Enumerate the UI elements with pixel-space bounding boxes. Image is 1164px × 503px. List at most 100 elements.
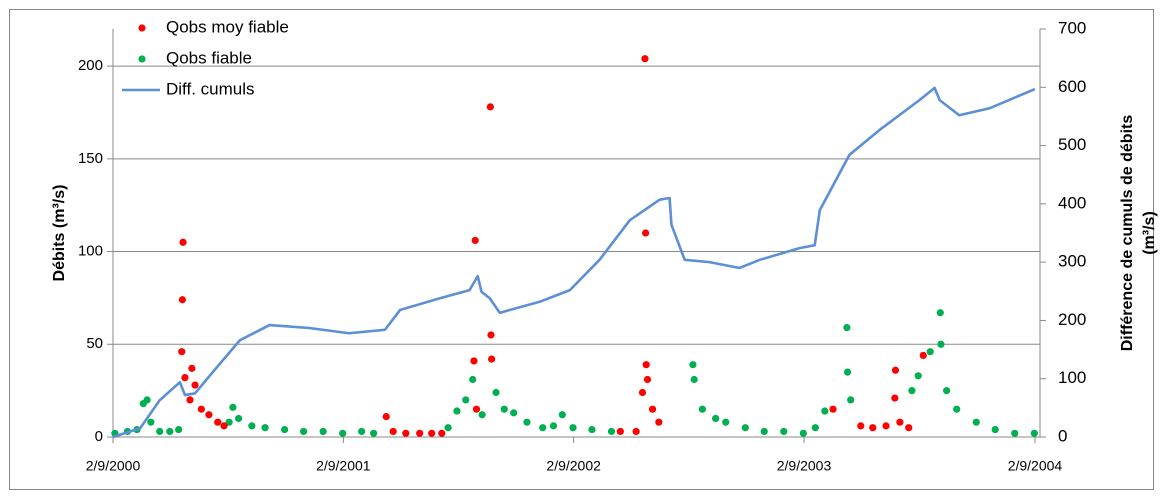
scatter-point <box>914 372 922 380</box>
scatter-point <box>444 424 452 432</box>
legend-marker <box>138 24 146 32</box>
y2-tick-label: 600 <box>1058 77 1086 96</box>
scatter-point <box>510 409 518 417</box>
scatter-point <box>655 418 663 426</box>
scatter-point <box>632 427 640 436</box>
legend-label: Qobs moy fiable <box>166 17 289 36</box>
scatter-point <box>472 405 481 413</box>
scatter-point <box>936 309 944 317</box>
x-tick-label: 2/9/2000 <box>86 458 141 474</box>
y2-tick-label: 500 <box>1058 135 1086 154</box>
scatter-point <box>261 424 269 432</box>
scatter-point <box>469 375 477 384</box>
scatter-point <box>690 375 698 384</box>
scatter-point <box>648 405 657 413</box>
scatter-point <box>166 427 174 436</box>
scatter-point <box>847 396 855 404</box>
y-tick-label: 200 <box>78 57 103 74</box>
scatter-point <box>712 414 720 423</box>
x-tick-label: 2/9/2002 <box>546 458 601 474</box>
y2-tick-label: 200 <box>1058 310 1086 329</box>
y2-axis-label: Différence de cumuls de débits <box>1119 115 1136 352</box>
scatter-point <box>382 413 390 421</box>
scatter-point <box>438 429 446 437</box>
scatter-point <box>147 418 155 426</box>
scatter-point <box>569 424 577 432</box>
scatter-point <box>220 422 228 430</box>
scatter-point <box>905 424 913 432</box>
scatter-point <box>1030 429 1038 437</box>
scatter-point <box>972 418 980 426</box>
y-tick-label: 150 <box>78 150 103 167</box>
scatter-point <box>248 422 256 430</box>
y-axis-label: Débits (m³/s) <box>51 185 68 282</box>
scatter-point <box>205 411 213 419</box>
scatter-point <box>919 351 927 359</box>
scatter-point <box>156 427 164 436</box>
scatter-point <box>175 425 183 434</box>
scatter-point <box>470 357 478 365</box>
scatter-point <box>178 296 187 304</box>
scatter-point <box>616 427 624 436</box>
scatter-point <box>225 418 233 426</box>
scatter-point <box>811 424 819 432</box>
x-tick-label: 2/9/2001 <box>316 458 371 474</box>
scatter-point <box>500 405 508 413</box>
scatter-point <box>299 427 308 436</box>
scatter-point <box>428 429 436 437</box>
scatter-point <box>843 368 852 376</box>
scatter-point <box>453 407 461 415</box>
scatter-point <box>943 387 951 395</box>
scatter-point <box>722 418 730 426</box>
scatter-point <box>780 427 788 436</box>
scatter-point <box>698 405 706 413</box>
scatter-point <box>1011 429 1019 437</box>
scatter-point <box>926 348 934 356</box>
x-tick-label: 2/9/2004 <box>1008 458 1063 474</box>
scatter-point <box>857 422 865 430</box>
scatter-point <box>478 411 486 419</box>
scatter-point <box>641 229 650 237</box>
scatter-point <box>143 396 151 404</box>
scatter-point <box>821 407 829 415</box>
y2-tick-label: 0 <box>1058 426 1067 445</box>
scatter-point <box>908 387 916 395</box>
scatter-point <box>760 427 768 436</box>
scatter-point <box>869 424 877 432</box>
scatter-point <box>607 427 616 436</box>
scatter-point <box>991 425 999 434</box>
scatter-point <box>389 427 397 436</box>
scatter-point <box>358 427 366 436</box>
scatter-point <box>891 394 899 402</box>
y2-axis-label: (m³/s) <box>1141 211 1158 255</box>
scatter-point <box>492 388 500 397</box>
scatter-point <box>549 422 558 430</box>
scatter-point <box>638 388 647 397</box>
scatter-point <box>882 422 890 430</box>
scatter-point <box>197 405 205 413</box>
scatter-point <box>588 425 596 434</box>
scatter-point <box>416 429 424 437</box>
legend-marker <box>138 55 146 63</box>
x-tick-label: 2/9/2003 <box>777 458 832 474</box>
y-tick-label: 50 <box>86 335 103 352</box>
scatter-point <box>891 366 900 374</box>
y-tick-label: 100 <box>78 243 103 260</box>
scatter-point <box>642 361 650 369</box>
scatter-point <box>281 425 289 434</box>
legend-label: Diff. cumuls <box>166 79 255 98</box>
legend-label: Qobs fiable <box>166 48 252 67</box>
scatter-point <box>486 103 494 111</box>
scatter-point <box>937 340 945 348</box>
scatter-point <box>181 374 189 382</box>
scatter-point <box>402 429 410 437</box>
scatter-point <box>319 427 327 436</box>
scatter-point <box>178 348 186 356</box>
scatter-point <box>214 418 222 426</box>
scatter-point <box>339 429 347 437</box>
scatter-point <box>539 424 547 432</box>
scatter-point <box>191 381 199 389</box>
scatter-point <box>462 396 470 404</box>
scatter-point <box>234 414 243 423</box>
scatter-point <box>487 331 495 339</box>
